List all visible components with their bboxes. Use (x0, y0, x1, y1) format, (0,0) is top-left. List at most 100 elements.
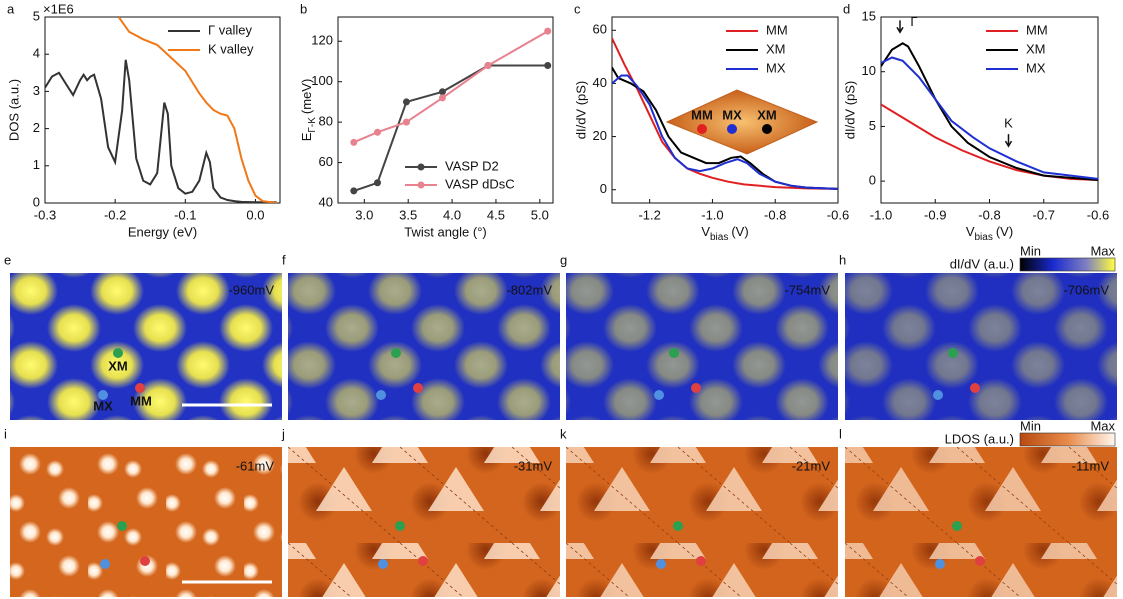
image-panel: -802mV (288, 273, 560, 420)
site-dot (100, 559, 110, 569)
legend-marker (417, 163, 425, 171)
y-tick-label: 40 (593, 75, 607, 90)
energy-label: -960mV (228, 282, 274, 297)
series-line (45, 59, 277, 203)
x-axis-label-sub: bias (710, 232, 728, 243)
site-dot (98, 390, 108, 400)
panel-letter: j (281, 426, 285, 441)
x-tick-label: -0.9 (924, 207, 946, 222)
site-dot (691, 383, 701, 393)
energy-label: -11mV (1072, 458, 1110, 473)
image-texture (10, 447, 282, 597)
y-axis-label: DOS (a.u.) (6, 79, 21, 141)
inset-label: MM (691, 107, 713, 122)
y-tick-label: 2 (33, 120, 40, 135)
x-axis-label: Twist angle (°) (404, 224, 487, 239)
image-texture (566, 273, 838, 420)
site-dot (113, 348, 123, 358)
colorbar-title: dI/dV (a.u.) (950, 256, 1014, 271)
colorbar-title: LDOS (a.u.) (945, 431, 1014, 446)
y-tick-label: 100 (311, 73, 333, 88)
panel-letter: l (839, 426, 842, 441)
legend-label: XM (1026, 41, 1046, 56)
y-tick-label: 40 (319, 194, 333, 209)
legend-label: K valley (208, 41, 254, 56)
panel-letter: a (7, 1, 15, 16)
legend-label: VASP D2 (445, 158, 499, 173)
image-panel: -754mV (566, 273, 838, 420)
y-tick-label: 5 (869, 118, 876, 133)
y-axis-label-main: E (299, 132, 314, 141)
x-tick-label: 0.0 (246, 207, 264, 222)
series-line (353, 64, 548, 192)
x-tick-label: 3.5 (399, 207, 417, 222)
panel-letter: d (843, 1, 850, 16)
annotation-arrow (1004, 134, 1013, 148)
y-tick-label: 10 (862, 63, 876, 78)
site-dot (656, 559, 666, 569)
energy-label: -754mV (784, 282, 830, 297)
inset-label: MX (722, 107, 742, 122)
x-tick-label: 4.0 (443, 207, 461, 222)
y-tick-label: 60 (593, 22, 607, 37)
x-tick-label: -0.2 (104, 207, 126, 222)
y-axis-label: dI/dV (pS) (842, 81, 857, 140)
colorbar-max: Max (1090, 418, 1115, 433)
legend-label: MM (766, 22, 788, 37)
energy-label: -706mV (1063, 282, 1109, 297)
series-marker (402, 118, 410, 126)
y-axis-label: dI/dV (pS) (573, 81, 588, 140)
legend-label: VASP dDsC (445, 176, 515, 191)
energy-label: -31mV (514, 458, 553, 473)
site-dot (140, 556, 150, 566)
site-dot (376, 390, 386, 400)
site-label: XM (108, 358, 128, 373)
y-tick-label: 20 (593, 128, 607, 143)
x-tick-label: -0.3 (34, 207, 56, 222)
y-tick-label: 0 (33, 194, 40, 209)
site-dot (696, 556, 706, 566)
y-axis-label: EΓ-K (meV) (299, 79, 317, 142)
series-marker (373, 179, 381, 187)
series-line (117, 17, 277, 203)
series-line (353, 30, 549, 144)
figure-root: a -0.3 -0.2 -0.1 0.0 0 1 2 3 4 5 Energy (eV) DOS (a.… (4, 1, 1117, 597)
plot-frame (880, 16, 1099, 204)
image-texture (288, 447, 560, 597)
image-panel: -21mV (566, 447, 838, 597)
y-tick-label: 0 (869, 173, 876, 188)
site-dot (391, 348, 401, 358)
panel-letter: i (4, 426, 7, 441)
colorbar-min: Min (1020, 418, 1041, 433)
annotation: K (1004, 116, 1013, 131)
colorbar-min: Min (1020, 243, 1041, 258)
y-tick-label: 5 (33, 8, 40, 23)
series-line (881, 42, 1098, 181)
x-axis-label: Energy (eV) (128, 224, 197, 239)
inset-site (727, 124, 737, 134)
series-marker (484, 62, 492, 70)
y-tick-label: 3 (33, 83, 40, 98)
site-dot (117, 521, 127, 531)
x-tick-label: -0.7 (1033, 207, 1055, 222)
legend-label: Γ valley (208, 22, 253, 37)
image-panel: -11mV (845, 447, 1117, 597)
energy-label: -802mV (506, 282, 552, 297)
y-tick-label: 60 (319, 154, 333, 169)
image-texture (566, 447, 838, 597)
annotation: Γ (910, 14, 917, 29)
site-dot (418, 556, 428, 566)
site-dot (413, 383, 423, 393)
series-marker (350, 138, 358, 146)
series-marker (350, 187, 358, 195)
inset-label: XM (757, 107, 777, 122)
plot-frame (337, 16, 554, 204)
image-panel: -706mV (845, 273, 1117, 420)
site-dot (970, 383, 980, 393)
site-dot (673, 521, 683, 531)
legend-label: MX (766, 60, 786, 75)
x-tick-label: -0.8 (978, 207, 1000, 222)
x-tick-label: -1.0 (870, 207, 892, 222)
image-texture (288, 273, 560, 420)
